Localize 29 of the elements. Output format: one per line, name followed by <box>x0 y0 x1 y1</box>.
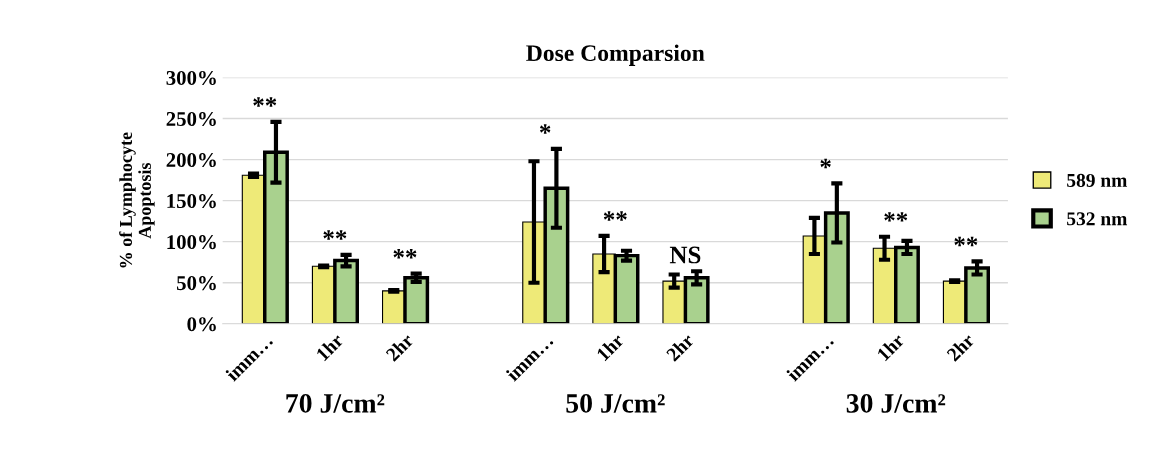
x-tick-label: 1hr <box>315 332 345 362</box>
y-tick-label: 0% <box>187 317 216 332</box>
text: 50 J/cm² <box>566 394 665 413</box>
x-tick-label: 2hr <box>384 332 415 362</box>
legend-label: 532 nm <box>1067 212 1128 226</box>
annotation: * <box>820 158 831 169</box>
annotation: ** <box>393 249 417 259</box>
x-tick-label: 2hr <box>665 332 695 362</box>
annotation: ** <box>884 212 908 222</box>
legend-label: 589 nm <box>1067 173 1128 187</box>
text: 70 J/cm² <box>286 394 385 413</box>
annotation: NS <box>669 246 701 264</box>
annotation: * <box>539 124 551 134</box>
annotation: ** <box>954 236 978 247</box>
chart-title: Dose Comparsion <box>526 44 705 66</box>
x-tick-label: 2hr <box>945 332 976 362</box>
y-tick-label: 100% <box>167 235 216 250</box>
text: 30 J/cm² <box>846 394 946 413</box>
y-tick-label: 200% <box>166 152 216 168</box>
x-tick-label: 1hr <box>595 332 625 362</box>
annotation: ** <box>323 230 347 240</box>
y-tick-label: 50% <box>176 276 216 291</box>
y-tick-label: 250% <box>166 111 216 127</box>
annotation: ** <box>253 97 277 107</box>
x-tick-label: 1hr <box>876 332 905 362</box>
y-tick-label: 300% <box>166 70 216 86</box>
y-tick-label: 150% <box>167 194 216 209</box>
y-axis-title: % of Lymphocyte Apoptosis <box>119 132 155 268</box>
annotation: ** <box>603 211 627 221</box>
